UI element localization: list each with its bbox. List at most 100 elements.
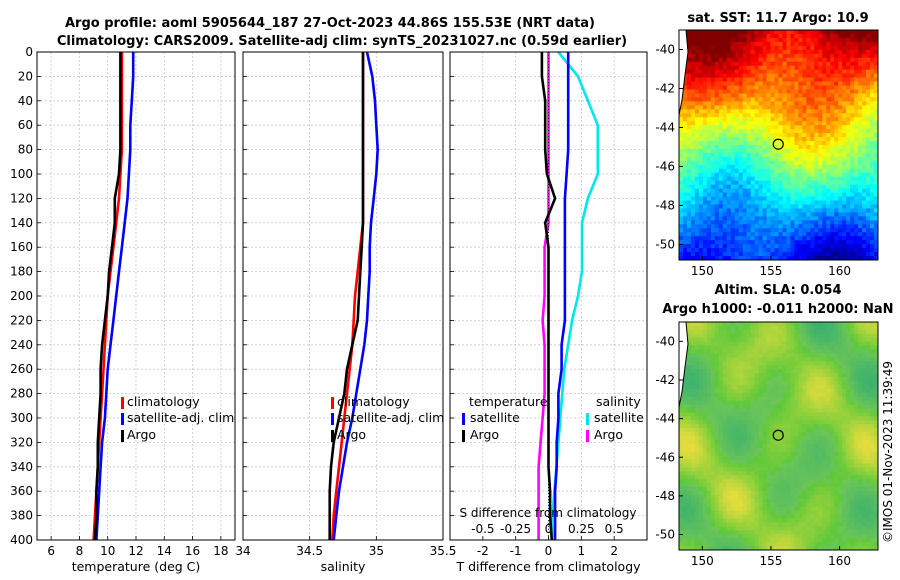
map-cell <box>830 439 835 445</box>
map-cell <box>870 345 875 350</box>
map-cell <box>850 125 855 130</box>
map-cell <box>866 447 871 453</box>
map-cell <box>742 451 748 457</box>
map-cell <box>766 384 771 390</box>
map-cell <box>679 443 684 449</box>
map-cell <box>850 232 855 237</box>
map-cell <box>722 380 728 386</box>
map-cell <box>870 322 875 327</box>
map-cell <box>858 357 863 362</box>
map-cell <box>818 361 823 366</box>
map-cell <box>758 117 763 122</box>
map-cell <box>686 337 692 343</box>
map-cell <box>806 145 811 150</box>
map-cell <box>746 184 752 190</box>
y-tick-label: 240 <box>10 338 33 352</box>
map-cell <box>718 400 724 405</box>
map-cell <box>802 168 807 174</box>
map-cell <box>846 121 851 126</box>
map-cell <box>850 388 855 394</box>
map-cell <box>746 432 752 437</box>
map-cell <box>762 41 767 47</box>
map-cell <box>679 152 684 158</box>
map-cell <box>874 204 879 209</box>
map-cell <box>822 137 827 142</box>
map-cell <box>794 192 799 197</box>
map-cell <box>714 49 720 55</box>
map-cell <box>726 73 732 78</box>
map-cell <box>746 248 752 253</box>
map-cell <box>846 81 851 86</box>
map-cell <box>718 77 724 82</box>
map-cell <box>814 148 819 154</box>
map-cell <box>814 384 819 390</box>
map-cell <box>850 105 855 110</box>
map-cell <box>842 365 847 370</box>
map-cell <box>798 208 803 213</box>
map-cell <box>722 33 728 39</box>
map-cell <box>710 172 716 178</box>
map-cell <box>710 188 716 193</box>
map-cell <box>766 137 771 142</box>
map-cell <box>822 65 827 71</box>
map-cell <box>782 97 787 102</box>
map-cell <box>806 160 811 166</box>
map-cell <box>842 129 847 134</box>
map-cell <box>742 408 748 413</box>
map-cell <box>838 353 843 358</box>
map-cell <box>842 117 847 122</box>
map-cell <box>682 145 688 150</box>
map-cell <box>866 117 871 122</box>
map-cell <box>782 216 787 221</box>
map-cell <box>802 400 807 405</box>
map-cell <box>746 41 752 47</box>
map-cell <box>790 412 795 417</box>
map-cell <box>874 141 879 146</box>
map-cell <box>746 244 752 249</box>
map-cell <box>862 412 867 417</box>
map-cell <box>762 248 767 253</box>
map-cell <box>786 208 791 213</box>
map-cell <box>798 400 803 405</box>
map-cell <box>794 404 799 409</box>
map-cell <box>794 133 799 138</box>
map-cell <box>866 380 871 386</box>
map-cell <box>798 105 803 110</box>
map-cell <box>802 113 807 118</box>
map-cell <box>738 353 744 358</box>
map-cell <box>714 89 720 94</box>
map-cell <box>702 439 708 445</box>
map-cell <box>794 89 799 94</box>
map-cell <box>750 345 756 350</box>
map-cell <box>774 204 779 209</box>
map-cell <box>802 365 807 370</box>
map-cell <box>802 37 807 43</box>
map-cell <box>694 400 700 405</box>
map-cell <box>730 373 736 378</box>
map-cell <box>738 180 744 186</box>
map-cell <box>710 361 716 366</box>
map-cell <box>834 224 839 229</box>
map-cell <box>822 224 827 229</box>
map-cell <box>718 188 724 193</box>
legend-label-argo: Argo <box>337 427 366 442</box>
map-cell <box>758 148 763 154</box>
map-cell <box>698 45 704 51</box>
map-cell <box>822 443 827 449</box>
map-cell <box>766 172 771 178</box>
map-cell <box>714 172 720 178</box>
map-cell <box>802 404 807 409</box>
map-cell <box>842 89 847 94</box>
map-cell <box>842 240 847 245</box>
map-cell <box>758 329 763 335</box>
map-cell <box>774 164 779 170</box>
map-cell <box>842 97 847 102</box>
map-cell <box>782 353 787 358</box>
map-cell <box>682 463 688 468</box>
map-cell <box>750 77 756 82</box>
map-cell <box>694 436 700 441</box>
map-cell <box>790 53 795 59</box>
map-cell <box>746 357 752 362</box>
map-cell <box>858 232 863 237</box>
map-cell <box>790 41 795 47</box>
